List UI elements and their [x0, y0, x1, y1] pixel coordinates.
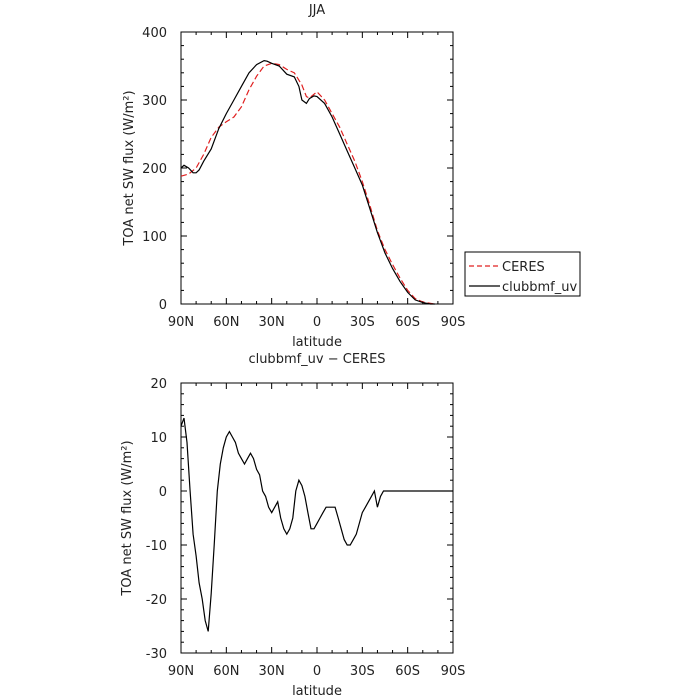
- bottom-x-tick-label: 60N: [213, 664, 239, 679]
- bottom-plot-frame: [180, 382, 454, 654]
- bottom-panel-title: clubbmf_uv − CERES: [248, 352, 385, 367]
- top-y-tick-label: 400: [142, 26, 167, 41]
- bottom-y-tick-label: -30: [146, 647, 167, 662]
- top-y-tick-label: 200: [142, 162, 167, 177]
- top-x-tick-label: 0: [313, 315, 321, 330]
- bottom-series-line-0: [180, 417, 453, 632]
- top-y-tick-label: 0: [159, 298, 167, 313]
- top-plot-frame: [180, 31, 454, 305]
- bottom-panel: clubbmf_uv − CERES 90N 60N 30N 0 30S 60S 90S -3…: [120, 352, 465, 699]
- legend-label-clubbmf: clubbmf_uv: [502, 280, 577, 295]
- top-x-tick-label: 60N: [213, 315, 239, 330]
- top-y-axis-label: TOA net SW flux (W/m²): [122, 90, 137, 246]
- bottom-y-tick-label: -10: [146, 539, 167, 554]
- bottom-x-tick-label: 30N: [259, 664, 285, 679]
- top-series-line-clubbmf-uv: [180, 59, 435, 305]
- bottom-y-tick-label: -20: [146, 593, 167, 608]
- top-y-tick-label: 300: [142, 94, 167, 109]
- bottom-x-tick-label: 90N: [168, 664, 194, 679]
- top-x-tick-label: 90S: [441, 315, 466, 330]
- top-series-line-ceres: [180, 62, 435, 305]
- top-x-tick-label: 90N: [168, 315, 194, 330]
- top-ticks: 90N 60N 30N 0 30S 60S 90S 0 100 200 300 400: [142, 26, 465, 330]
- top-series-lines: [180, 59, 435, 305]
- bottom-y-tick-label: 10: [150, 431, 167, 446]
- legend-box: [464, 251, 581, 297]
- top-y-tick-label: 100: [142, 230, 167, 245]
- bottom-ticks: 90N 60N 30N 0 30S 60S 90S -30 -20 -10 0 10 20: [146, 377, 466, 679]
- legend-label-ceres: CERES: [502, 260, 545, 275]
- top-panel: JJA 90N 60N 30N 0 30S 60S 90S 0 100 200 300 400 lat…: [122, 3, 581, 350]
- bottom-x-axis-label: latitude: [292, 684, 342, 699]
- bottom-series-lines: [180, 417, 453, 632]
- top-x-tick-label: 30N: [259, 315, 285, 330]
- bottom-y-tick-label: 0: [159, 485, 167, 500]
- legend: CERES clubbmf_uv: [464, 251, 581, 297]
- top-x-tick-label: 60S: [395, 315, 420, 330]
- top-x-axis-label: latitude: [292, 335, 342, 350]
- bottom-x-tick-label: 90S: [441, 664, 466, 679]
- top-panel-title: JJA: [308, 3, 325, 18]
- bottom-x-tick-label: 0: [313, 664, 321, 679]
- top-x-tick-label: 30S: [350, 315, 375, 330]
- bottom-y-tick-label: 20: [150, 377, 167, 392]
- bottom-y-axis-label: TOA net SW flux (W/m²): [120, 440, 135, 596]
- bottom-x-tick-label: 30S: [350, 664, 375, 679]
- bottom-x-tick-label: 60S: [395, 664, 420, 679]
